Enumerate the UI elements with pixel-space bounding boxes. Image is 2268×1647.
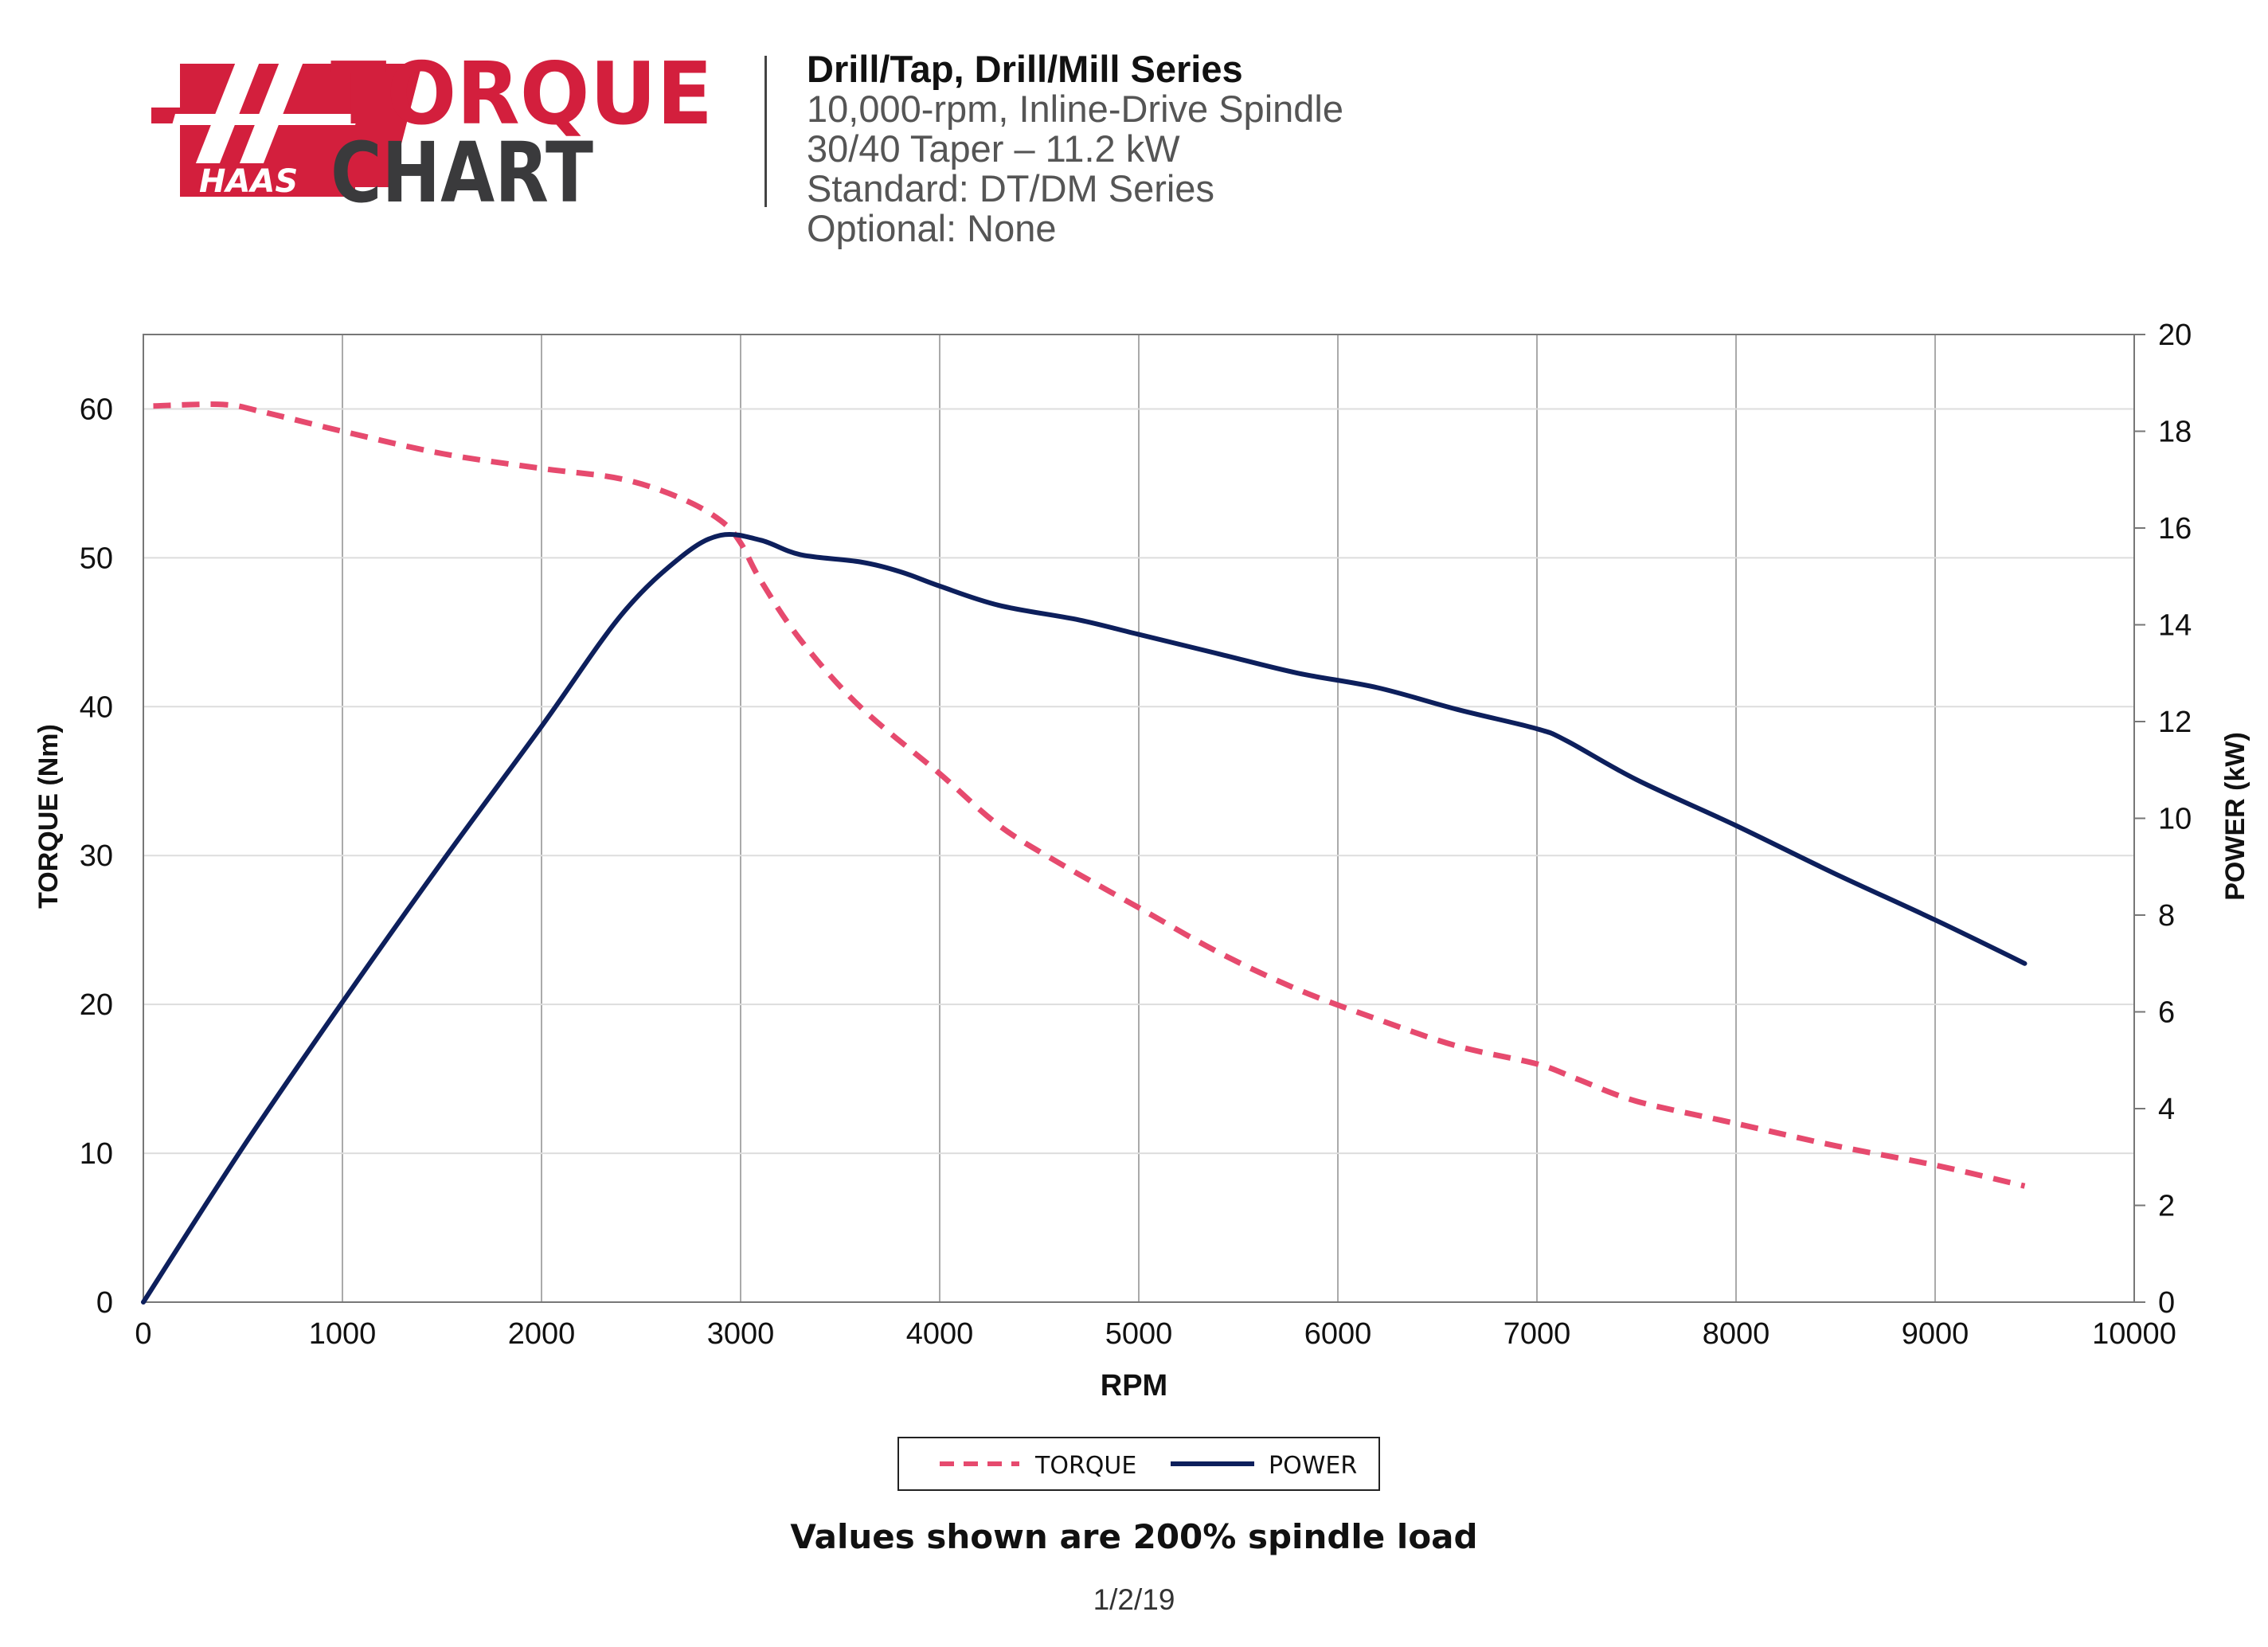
header-divider (764, 56, 767, 207)
haas-logo-mark: HAAS (151, 44, 422, 200)
x-tick-label: 5000 (1105, 1317, 1173, 1351)
legend-label-torque: TORQUE (1034, 1452, 1136, 1480)
series-line-power (141, 532, 2028, 1305)
spec-line-optional: Optional: None (807, 207, 1057, 249)
x-tick-label: 4000 (906, 1317, 974, 1351)
y2-tick-label: 14 (2158, 609, 2192, 643)
y2-axis-ticks: 0 2 4 6 8 10 12 14 16 18 20 (2134, 319, 2192, 1320)
y-tick-label: 30 (80, 839, 113, 873)
y2-tick-label: 10 (2158, 803, 2192, 836)
x-axis-label: RPM (1101, 1369, 1167, 1402)
y2-tick-label: 4 (2158, 1093, 2175, 1126)
y-tick-label: 10 (80, 1137, 113, 1171)
x-tick-label: 1000 (309, 1317, 377, 1351)
series-line-torque (153, 401, 2026, 1189)
x-tick-label: 2000 (508, 1317, 576, 1351)
spindle-spec-header: Drill/Tap, Drill/Mill Series 10,000-rpm,… (807, 49, 1343, 248)
y-tick-label: 40 (80, 690, 113, 724)
spec-line-rpm: 10,000-rpm, Inline-Drive Spindle (807, 88, 1343, 130)
y2-tick-label: 0 (2158, 1286, 2175, 1320)
x-tick-label: 9000 (1902, 1317, 1969, 1351)
spec-line-standard: Standard: DT/DM Series (807, 167, 1214, 209)
haas-torque-chart-logo: HAAS TORQUE CHART (151, 44, 713, 211)
y2-axis-label: POWER (kW) (2220, 732, 2250, 901)
x-tick-label: 6000 (1304, 1317, 1372, 1351)
y2-tick-label: 12 (2158, 706, 2192, 739)
legend-box (897, 1437, 1380, 1491)
y2-tick-label: 16 (2158, 512, 2192, 546)
spec-title: Drill/Tap, Drill/Mill Series (807, 48, 1243, 90)
logo-word-chart: CHART (330, 124, 593, 211)
logo-brand-text: HAAS (199, 163, 298, 200)
y-tick-label: 0 (96, 1286, 113, 1320)
y2-tick-label: 8 (2158, 899, 2175, 933)
y2-tick-label: 2 (2158, 1190, 2175, 1223)
spec-line-taper: 30/40 Taper – 11.2 kW (807, 127, 1180, 170)
x-tick-label: 8000 (1703, 1317, 1770, 1351)
chart-grid (143, 334, 2134, 1302)
legend-label-power: POWER (1269, 1452, 1357, 1480)
y2-tick-label: 18 (2158, 416, 2192, 449)
chart-legend: TORQUE POWER (897, 1437, 1380, 1491)
series-layer (141, 401, 2028, 1305)
y-axis-ticks: 0 10 20 30 40 50 60 (80, 393, 113, 1320)
y-axis-label: TORQUE (Nm) (33, 724, 64, 909)
y-tick-label: 60 (80, 393, 113, 426)
x-axis-ticks: 0 1000 2000 3000 4000 5000 6000 7000 8000 9000 100… (135, 1317, 2176, 1351)
logo-word-torque: TORQUE (330, 45, 713, 144)
x-tick-label: 0 (135, 1317, 151, 1351)
x-tick-label: 3000 (707, 1317, 775, 1351)
y-tick-label: 20 (80, 988, 113, 1022)
x-tick-label: 10000 (2092, 1317, 2176, 1351)
chart-date: 1/2/19 (1093, 1583, 1175, 1616)
footnote-spindle-load: Values shown are 200% spindle load (790, 1517, 1478, 1556)
y2-tick-label: 20 (2158, 319, 2192, 352)
y-tick-label: 50 (80, 542, 113, 575)
x-tick-label: 7000 (1504, 1317, 1571, 1351)
y2-tick-label: 6 (2158, 996, 2175, 1030)
